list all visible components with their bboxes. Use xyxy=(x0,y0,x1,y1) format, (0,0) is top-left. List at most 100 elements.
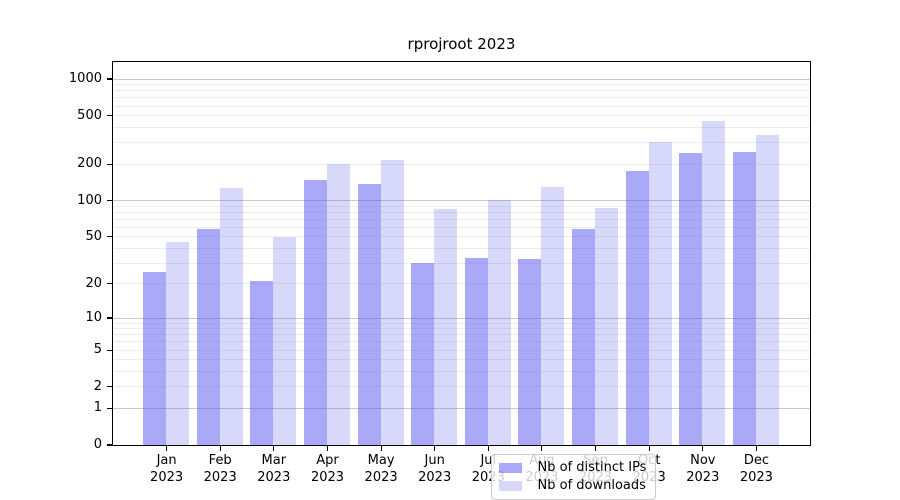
y-tick xyxy=(106,236,112,238)
y-tick-label: 200 xyxy=(77,156,102,172)
chart-title: rprojroot 2023 xyxy=(407,35,516,53)
bar-jul-distinct-ips xyxy=(464,257,488,445)
y-tick-label: 1 xyxy=(93,400,102,416)
bar-sep-downloads xyxy=(595,207,618,445)
x-tick-year: 2023 xyxy=(310,470,345,485)
x-tick-month: Jun xyxy=(424,453,445,468)
legend-label-distinct-ips: Nb of distinct IPs xyxy=(537,459,647,475)
x-tick-month: Dec xyxy=(743,453,769,468)
bar-feb-distinct-ips xyxy=(196,229,220,445)
x-tick-label: Feb 2023 xyxy=(188,452,252,486)
minor-gridline xyxy=(112,105,810,107)
minor-gridline xyxy=(112,262,810,264)
x-tick-month: Jan xyxy=(156,453,177,468)
bar-oct-distinct-ips xyxy=(625,171,649,445)
y-tick-label: 1000 xyxy=(68,71,102,86)
bar-jan-distinct-ips xyxy=(143,271,167,445)
bar-mar-downloads xyxy=(273,237,297,445)
minor-gridline xyxy=(112,205,810,207)
x-tick-year: 2023 xyxy=(364,470,398,485)
x-tick-month: Apr xyxy=(316,453,339,468)
bar-dec-downloads xyxy=(755,134,779,445)
minor-gridline xyxy=(112,218,810,220)
x-tick-label: Nov 2023 xyxy=(671,452,735,486)
legend-item-downloads: Nb of downloads xyxy=(498,477,647,494)
y-tick-label: 50 xyxy=(85,228,102,244)
x-tick xyxy=(326,446,329,451)
bar-oct-downloads xyxy=(648,141,672,445)
minor-gridline xyxy=(112,115,810,117)
x-tick-year: 2023 xyxy=(150,470,184,485)
major-gridline xyxy=(112,407,810,409)
y-tick xyxy=(106,199,112,202)
x-tick-label: Mar 2023 xyxy=(242,452,306,486)
x-tick xyxy=(541,446,543,451)
x-tick xyxy=(755,446,757,451)
x-tick-year: 2023 xyxy=(257,470,291,485)
bar-aug-distinct-ips xyxy=(518,259,542,445)
x-tick xyxy=(166,446,168,451)
legend-swatch-downloads xyxy=(498,480,522,491)
bar-feb-downloads xyxy=(219,188,243,445)
x-tick xyxy=(380,446,382,451)
minor-gridline xyxy=(112,371,810,373)
major-gridline xyxy=(112,78,810,80)
bar-sep-distinct-ips xyxy=(572,229,595,445)
x-tick-label: May 2023 xyxy=(349,452,413,486)
legend-label-downloads: Nb of downloads xyxy=(537,477,646,493)
minor-gridline xyxy=(112,359,810,361)
bar-jul-downloads xyxy=(487,200,511,445)
y-tick-label: 100 xyxy=(77,192,102,208)
bar-apr-downloads xyxy=(327,163,350,445)
minor-gridline xyxy=(112,226,810,228)
legend-swatch-distinct-ips xyxy=(498,462,522,473)
minor-gridline xyxy=(112,283,810,285)
y-tick-label: 500 xyxy=(77,107,102,123)
plot-area: Nb of distinct IPs Nb of downloads xyxy=(111,60,811,500)
bar-jun-distinct-ips xyxy=(411,262,435,445)
minor-gridline xyxy=(112,328,810,330)
y-tick xyxy=(106,78,112,80)
minor-gridline xyxy=(112,236,810,238)
x-tick xyxy=(594,446,597,451)
y-tick xyxy=(106,283,112,285)
x-tick xyxy=(702,446,704,451)
x-tick-year: 2023 xyxy=(203,470,237,485)
x-tick-label: Dec 2023 xyxy=(724,452,788,486)
x-tick-label: Apr 2023 xyxy=(296,452,360,486)
x-tick xyxy=(487,446,489,451)
x-tick xyxy=(219,446,221,451)
x-tick xyxy=(648,446,650,451)
legend-item-distinct-ips: Nb of distinct IPs xyxy=(498,459,647,476)
minor-gridline xyxy=(112,386,810,388)
legend: Nb of distinct IPs Nb of downloads xyxy=(490,453,656,500)
major-gridline xyxy=(112,317,810,319)
minor-gridline xyxy=(112,142,810,144)
bar-may-downloads xyxy=(380,159,404,445)
minor-gridline xyxy=(112,211,810,213)
y-tick-label: 2 xyxy=(93,378,102,394)
x-tick-month: Mar xyxy=(261,453,287,468)
bar-jun-downloads xyxy=(434,209,458,445)
bar-may-distinct-ips xyxy=(357,183,381,445)
minor-gridline xyxy=(112,127,810,128)
minor-gridline xyxy=(112,90,810,92)
y-tick-label: 10 xyxy=(85,310,102,325)
y-tick-label: 20 xyxy=(85,275,102,291)
x-tick-month: Nov xyxy=(690,453,716,468)
x-tick-label: Jun 2023 xyxy=(403,452,467,486)
major-gridline xyxy=(112,200,810,201)
bar-dec-distinct-ips xyxy=(732,151,756,445)
y-tick xyxy=(106,163,112,165)
x-tick-month: Feb xyxy=(208,453,232,468)
minor-gridline xyxy=(112,247,810,249)
x-tick-month: May xyxy=(367,453,395,468)
minor-gridline xyxy=(112,334,810,336)
y-tick xyxy=(106,349,112,351)
y-tick-label: 0 xyxy=(93,437,102,452)
minor-gridline xyxy=(112,341,810,343)
bar-nov-downloads xyxy=(702,120,726,445)
bar-nov-distinct-ips xyxy=(679,152,703,445)
x-tick-year: 2023 xyxy=(739,470,773,485)
